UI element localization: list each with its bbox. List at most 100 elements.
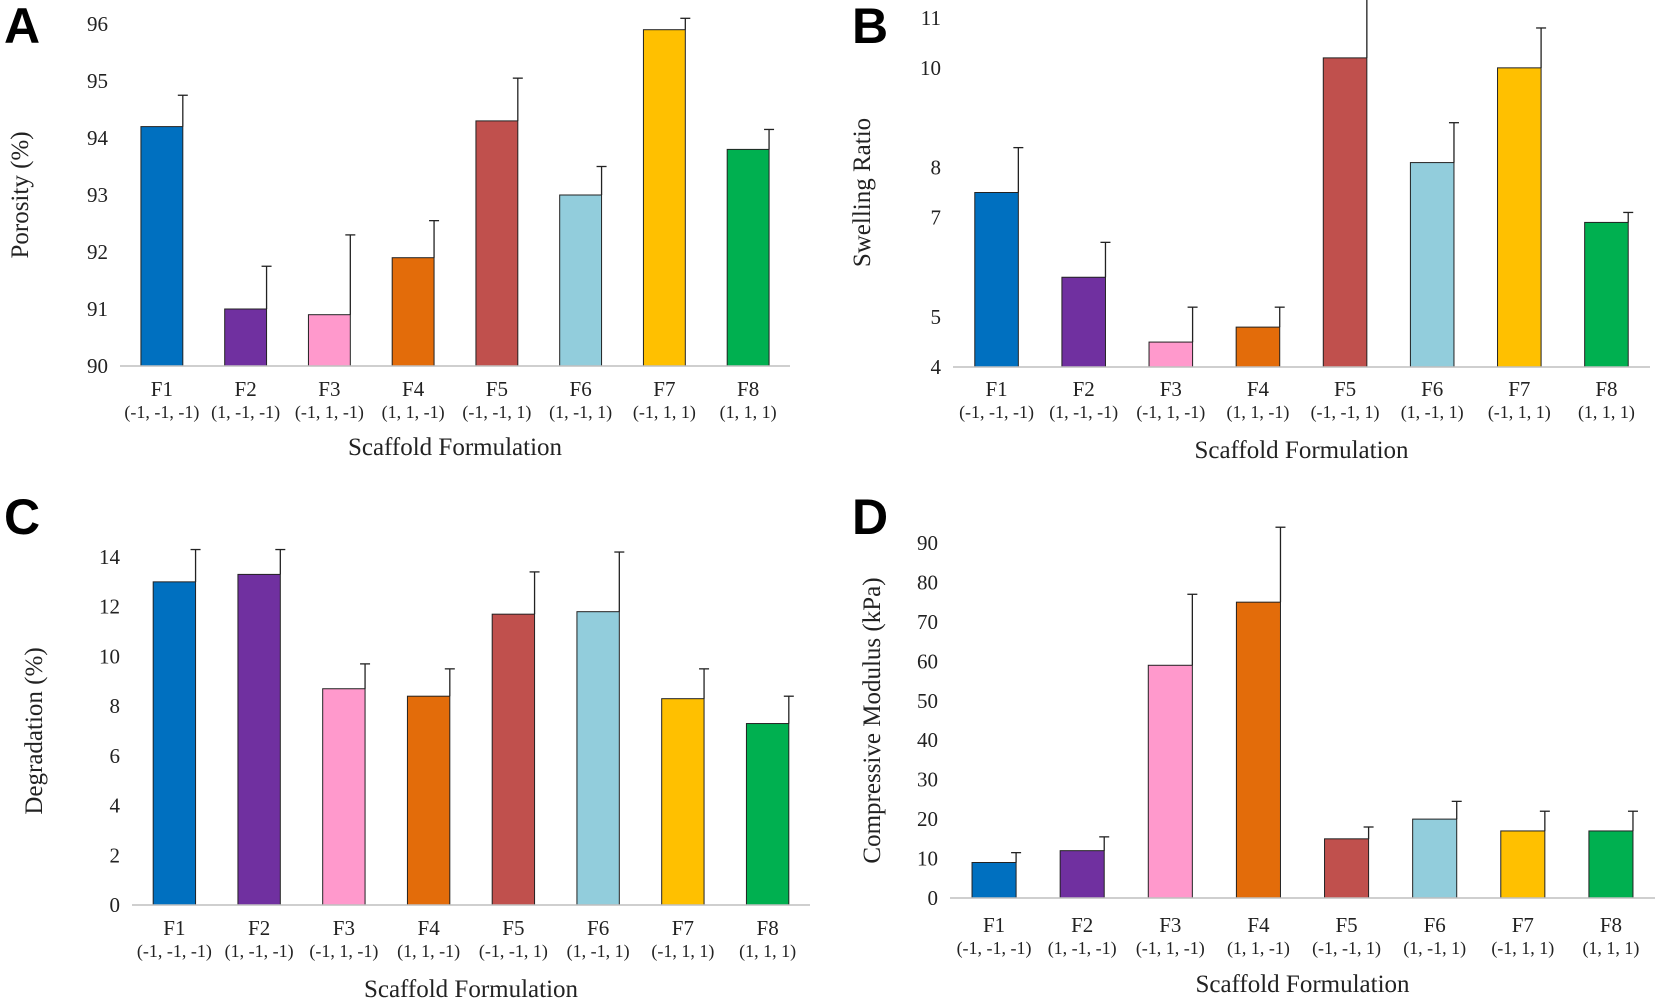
y-tick-label: 14 (99, 545, 121, 569)
bar-F6 (1412, 818, 1458, 899)
x-tick-label: F3 (318, 377, 340, 401)
bar-F6 (559, 194, 603, 367)
bar-F8 (726, 148, 770, 367)
x-tick-code: (1, 1, -1) (1226, 402, 1289, 423)
panel-label: A (4, 0, 40, 54)
y-tick-label: 90 (87, 354, 108, 378)
y-tick-label: 10 (99, 644, 120, 668)
y-tick-label: 5 (931, 305, 942, 329)
x-tick-label: F1 (151, 377, 173, 401)
x-tick-label: F5 (502, 916, 524, 940)
x-tick-code: (-1, 1, -1) (295, 402, 364, 423)
x-tick-code: (1, -1, 1) (1403, 938, 1466, 959)
y-tick-label: 12 (99, 595, 120, 619)
bar-F7 (642, 29, 686, 367)
x-tick-code: (-1, -1, 1) (462, 402, 531, 423)
x-tick-code: (1, -1, 1) (549, 402, 612, 423)
x-tick-code: (-1, -1, -1) (957, 938, 1032, 959)
x-tick-code: (-1, 1, -1) (1136, 402, 1205, 423)
y-tick-label: 4 (110, 794, 121, 818)
y-tick-label: 91 (87, 297, 108, 321)
y-tick-label: 30 (917, 768, 938, 792)
y-tick-label: 60 (917, 649, 938, 673)
x-tick-label: F5 (1334, 377, 1356, 401)
bar-F5 (1324, 838, 1370, 899)
y-tick-label: 10 (917, 847, 938, 871)
bar-F1 (140, 126, 184, 367)
x-tick-code: (-1, -1, 1) (1311, 402, 1380, 423)
x-tick-label: F1 (985, 377, 1007, 401)
y-tick-label: 92 (87, 240, 108, 264)
x-tick-label: F2 (235, 377, 257, 401)
y-axis-title: Degradation (%) (21, 647, 48, 814)
bar-F3 (307, 314, 351, 367)
x-tick-label: F5 (1335, 913, 1357, 937)
x-tick-code: (1, -1, -1) (225, 941, 294, 962)
x-tick-code: (-1, -1, -1) (124, 402, 199, 423)
bar-F4 (391, 257, 435, 367)
x-tick-label: F3 (1160, 377, 1182, 401)
panel-label: C (4, 489, 40, 545)
x-tick-label: F6 (570, 377, 592, 401)
x-tick-label: F6 (587, 916, 609, 940)
bar-F3 (1147, 664, 1193, 899)
bar-F2 (1061, 276, 1106, 368)
chart-panel-C: C 0 2 4 6 8 10 12 14 F1(-1, -1, -1) F2(1, -1, -1) F… (4, 489, 810, 1003)
x-tick-code: (1, -1, 1) (1401, 402, 1464, 423)
y-axis-title: Compressive Modulus (kPa) (859, 577, 886, 863)
x-tick-label: F5 (486, 377, 508, 401)
y-tick-label: 70 (917, 610, 938, 634)
x-tick-label: F6 (1424, 913, 1446, 937)
x-tick-label: F8 (1595, 377, 1617, 401)
y-tick-label: 8 (110, 694, 121, 718)
x-tick-label: F8 (737, 377, 759, 401)
bar-F7 (1500, 830, 1546, 899)
x-tick-code: (-1, 1, 1) (1491, 938, 1554, 959)
x-tick-label: F7 (672, 916, 694, 940)
y-tick-label: 6 (110, 744, 121, 768)
y-tick-label: 10 (920, 56, 941, 80)
x-tick-label: F3 (333, 916, 355, 940)
y-tick-label: 8 (931, 156, 942, 180)
y-tick-label: 80 (917, 570, 938, 594)
x-tick-code: (-1, -1, -1) (137, 941, 212, 962)
bar-F8 (1584, 221, 1629, 368)
x-axis-title: Scaffold Formulation (364, 976, 579, 1003)
x-tick-label: F2 (1073, 377, 1095, 401)
x-tick-label: F8 (1600, 913, 1622, 937)
y-tick-label: 4 (931, 355, 942, 379)
bar-F7 (661, 698, 705, 906)
y-tick-label: 95 (87, 69, 108, 93)
x-tick-code: (-1, 1, 1) (651, 941, 714, 962)
bar-F1 (974, 192, 1019, 368)
bar-F5 (1322, 57, 1368, 368)
x-axis-title: Scaffold Formulation (1194, 437, 1409, 464)
x-tick-label: F8 (757, 916, 779, 940)
x-tick-code: (-1, 1, 1) (633, 402, 696, 423)
x-tick-code: (-1, 1, -1) (309, 941, 378, 962)
bar-F4 (406, 695, 451, 906)
panel-label: D (852, 489, 888, 545)
panel-label: B (852, 0, 888, 54)
x-tick-label: F2 (248, 916, 270, 940)
bar-F8 (745, 723, 790, 906)
y-tick-label: 96 (87, 12, 108, 36)
x-tick-code: (1, 1, 1) (1578, 402, 1635, 423)
x-tick-code: (-1, -1, -1) (959, 402, 1034, 423)
chart-panel-A: A 90 91 92 93 94 95 96 F1(-1, -1, -1) F2(1, -1, -… (4, 0, 790, 461)
x-tick-label: F6 (1421, 377, 1443, 401)
y-tick-label: 93 (87, 183, 108, 207)
bar-F2 (224, 308, 268, 367)
bar-F2 (237, 573, 281, 906)
bar-F6 (1409, 162, 1455, 368)
x-tick-code: (1, 1, -1) (382, 402, 445, 423)
bar-F1 (971, 862, 1017, 899)
x-axis-title: Scaffold Formulation (1195, 971, 1410, 998)
x-tick-code: (-1, 1, -1) (1136, 938, 1205, 959)
x-tick-code: (1, 1, -1) (1227, 938, 1290, 959)
x-tick-code: (1, 1, 1) (739, 941, 796, 962)
x-tick-code: (-1, 1, 1) (1488, 402, 1551, 423)
